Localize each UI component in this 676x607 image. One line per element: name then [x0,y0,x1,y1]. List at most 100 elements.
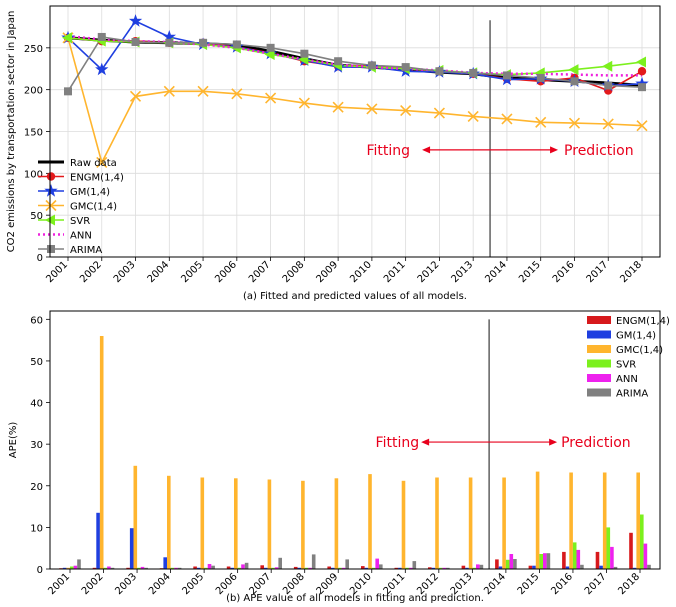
x-tick-label: 2001 [46,571,72,597]
bar-gmc-1-4- [636,472,640,569]
y-tick-label: 20 [30,482,43,493]
bar-svr [103,567,108,569]
legend-label: SVR [70,216,90,227]
plot-frame [49,310,661,570]
legend-label: ANN [70,231,92,242]
legend-label: GM(1,4) [616,331,656,342]
bar-gmc-1-4- [569,472,573,569]
data-point [400,105,412,117]
legend-swatch [587,388,611,397]
bar-svr [70,566,74,569]
x-tick-label: 2014 [482,571,508,597]
series-line-gmc-1-4- [67,37,643,165]
x-tick-label: 2015 [516,571,542,597]
bar-ann [543,553,547,569]
bar-svr [338,567,342,569]
bar-gmc-1-4- [502,477,506,569]
bar-gm-1-4- [532,565,536,569]
bar-ann [476,564,480,569]
bar-arima [244,562,249,569]
data-point [635,76,649,90]
y-axis-label: CO2 emissions by transportation sector i… [6,11,17,253]
data-point [638,83,646,92]
bar-ann [140,566,145,569]
bar-gmc-1-4- [66,567,70,569]
bar-arima [647,564,651,569]
data-point [435,67,444,76]
x-tick-label: 2004 [146,259,172,285]
bar-ann [308,567,312,569]
series-line-ann [67,34,642,77]
bar-ann [442,567,446,569]
legend-swatch [587,374,611,382]
data-point [266,43,275,52]
x-tick-label: 2011 [382,259,408,285]
bar-svr [170,567,175,569]
bar-arima [379,564,383,569]
legend-label: ENGM(1,4) [616,316,670,327]
bar-engm-1-4- [595,551,600,569]
x-tick-label: 2002 [78,259,104,285]
legend-swatch [587,330,611,339]
y-tick-label: 50 [30,211,43,222]
bar-svr [204,567,208,569]
bar-ann [241,564,245,569]
annotation-arrowhead-right [550,146,559,154]
data-point [197,85,209,97]
bar-gmc-1-4- [99,336,104,569]
bar-gm-1-4- [163,557,167,569]
bar-engm-1-4- [528,565,533,569]
bar-ann [73,565,78,569]
bar-ann [610,546,614,569]
bar-gm-1-4- [62,567,67,569]
data-point [129,90,142,102]
legend-label: Raw data [70,158,117,169]
y-tick-label: 10 [30,523,43,534]
data-point [636,120,648,132]
data-point [568,64,579,76]
x-tick-label: 2009 [314,259,340,285]
bar-engm-1-4- [260,565,264,569]
x-tick-label: 2018 [616,571,642,597]
bar-gm-1-4- [129,528,134,569]
bar-gmc-1-4- [267,479,272,569]
bar-engm-1-4- [562,551,566,569]
legend-label: ANN [616,374,638,385]
x-tick-label: 2004 [147,571,173,597]
data-point [602,118,614,130]
bar-arima [479,564,484,569]
x-tick-label: 2012 [416,259,442,285]
legend-handle-marker [45,199,57,212]
x-tick-label: 2017 [585,259,611,285]
data-point [298,97,310,109]
annotation-arrowhead-left [422,146,431,154]
bar-svr [304,567,309,569]
bar-ann [274,567,279,569]
legend-label: GMC(1,4) [70,202,117,213]
bar-engm-1-4- [92,567,97,569]
bar-arima [110,567,115,569]
bar-svr [405,567,409,569]
y-tick-label: 100 [24,169,43,180]
annotation-arrowhead-right [549,438,558,446]
bar-ann [207,564,212,569]
x-tick-label: 2005 [179,259,205,285]
bar-ann [408,567,413,569]
annotation-prediction: Prediction [561,435,631,451]
series-line-engm-1-4- [67,37,643,92]
data-point [332,101,344,113]
bar-engm-1-4- [428,567,432,569]
data-point [163,85,175,97]
data-point [95,62,109,76]
data-point [199,38,208,47]
legend-label: ENGM(1,4) [70,173,124,184]
bar-gmc-1-4- [401,480,406,569]
plot-frame [49,5,661,258]
x-tick-label: 2003 [112,259,138,285]
data-point [96,156,108,169]
bar-arima [211,565,215,569]
series-line-arima [67,36,643,92]
bar-arima [144,567,148,569]
bar-gm-1-4- [632,567,637,569]
bar-arima [580,564,584,569]
